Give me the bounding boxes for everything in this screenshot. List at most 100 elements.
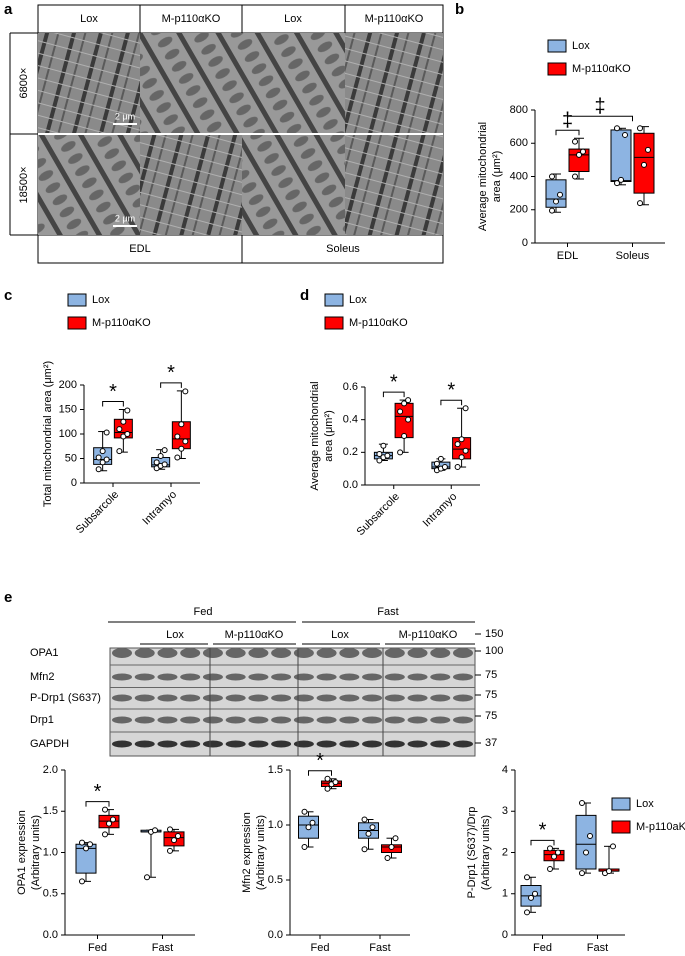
data-point bbox=[401, 433, 408, 439]
x-tick-label: Subsarcole bbox=[355, 491, 402, 538]
legend-label: Lox bbox=[636, 798, 654, 810]
blot-band bbox=[225, 648, 246, 658]
blot-band bbox=[339, 740, 360, 748]
data-point bbox=[161, 461, 168, 468]
legend-label: M-p110αKO bbox=[349, 317, 408, 329]
blot-band bbox=[430, 740, 451, 748]
data-point bbox=[79, 878, 85, 885]
y-tick-label: 400 bbox=[510, 170, 528, 182]
significance-bracket bbox=[102, 401, 124, 407]
data-point bbox=[95, 454, 102, 461]
data-point bbox=[441, 464, 448, 471]
y-axis-label: (Arbitrary units) bbox=[255, 815, 267, 890]
data-point bbox=[528, 894, 534, 901]
blot-band bbox=[407, 694, 428, 702]
data-point bbox=[174, 454, 181, 461]
y-axis-label: area (μm²) bbox=[491, 151, 503, 203]
y-tick-label: 1.5 bbox=[268, 764, 283, 776]
y-axis-label: (Arbitrary units) bbox=[30, 815, 42, 890]
data-point bbox=[610, 843, 616, 850]
micrograph bbox=[38, 33, 140, 134]
blot-band bbox=[225, 740, 246, 748]
y-tick-label: 2 bbox=[502, 846, 508, 858]
y-axis-label: OPA1 expression bbox=[16, 810, 28, 895]
blot-band bbox=[430, 673, 451, 681]
blot-band bbox=[271, 694, 292, 702]
blot-band bbox=[316, 673, 337, 681]
y-axis-label: Mfn2 expression bbox=[241, 812, 253, 893]
mw-marker: 100 bbox=[485, 645, 503, 657]
data-point bbox=[641, 161, 647, 168]
significance-mark: * bbox=[94, 781, 102, 803]
data-point bbox=[103, 429, 110, 436]
blot-band bbox=[407, 740, 428, 748]
blot-band bbox=[225, 716, 246, 724]
data-point bbox=[144, 874, 150, 881]
y-axis-label: (Arbitrary units) bbox=[480, 815, 492, 890]
blot-band bbox=[453, 716, 473, 724]
blot-image bbox=[109, 647, 476, 757]
x-tick-label: Fed bbox=[533, 942, 552, 954]
y-tick-label: 50 bbox=[65, 452, 77, 464]
data-point bbox=[622, 131, 628, 138]
data-point bbox=[547, 866, 553, 872]
data-point bbox=[301, 808, 308, 815]
legend-swatch bbox=[67, 316, 87, 330]
x-tick-label: Fast bbox=[369, 942, 390, 954]
data-point bbox=[462, 447, 469, 454]
data-point bbox=[384, 855, 391, 861]
x-tick-label: Fast bbox=[587, 942, 608, 954]
legend-swatch bbox=[324, 316, 344, 330]
data-point bbox=[99, 448, 106, 455]
x-tick-label: EDL bbox=[557, 250, 578, 262]
legend-label: Lox bbox=[92, 294, 110, 306]
x-tick-label: Subsarcole bbox=[74, 489, 121, 536]
y-axis-label: Average mitochondrial bbox=[477, 122, 489, 231]
column-label: Lox bbox=[80, 13, 98, 25]
data-point bbox=[305, 824, 312, 831]
blot-band bbox=[362, 673, 383, 681]
legend-label: M-p110αKO bbox=[92, 317, 151, 329]
group-label: EDL bbox=[129, 243, 150, 255]
blot-band bbox=[134, 648, 155, 658]
blot-band bbox=[202, 673, 223, 681]
genotype-label: M-p110αKO bbox=[225, 629, 284, 641]
blot-band bbox=[202, 740, 223, 748]
data-point bbox=[182, 388, 189, 395]
data-point bbox=[182, 438, 189, 445]
condition-label: Fast bbox=[377, 606, 398, 618]
data-point bbox=[551, 853, 557, 860]
blot-band bbox=[384, 673, 405, 681]
y-tick-label: 0.0 bbox=[343, 479, 358, 491]
data-point bbox=[397, 449, 404, 456]
blot-band bbox=[180, 694, 201, 702]
condition-label: Fed bbox=[194, 606, 213, 618]
significance-bracket bbox=[555, 129, 580, 136]
blot-band bbox=[157, 740, 178, 748]
significance-bracket bbox=[382, 391, 405, 398]
mw-marker: 75 bbox=[485, 710, 497, 722]
blot-band bbox=[453, 648, 473, 658]
blot-band bbox=[180, 740, 201, 748]
legend-swatch bbox=[67, 293, 87, 307]
protein-label: P-Drp1 (S637) bbox=[30, 692, 101, 704]
data-point bbox=[102, 831, 108, 838]
legend-swatch bbox=[324, 293, 344, 307]
x-tick-label: Soleus bbox=[616, 250, 650, 262]
blot-band bbox=[384, 740, 405, 748]
x-tick-label: Fed bbox=[311, 942, 330, 954]
x-tick-label: Intramyo bbox=[140, 489, 179, 528]
y-axis-label: Average mitochondrial bbox=[309, 381, 321, 490]
blot-band bbox=[293, 648, 314, 658]
data-point bbox=[397, 408, 404, 415]
significance-mark: ‡ bbox=[594, 96, 605, 118]
data-point bbox=[579, 800, 585, 806]
blot-band bbox=[271, 648, 292, 658]
data-point bbox=[405, 416, 412, 423]
blot-band bbox=[134, 694, 155, 702]
genotype-label: Lox bbox=[331, 629, 349, 641]
genotype-label: Lox bbox=[166, 629, 184, 641]
row-label: 18500× bbox=[18, 166, 30, 203]
blot-band bbox=[293, 673, 314, 681]
blot-band bbox=[271, 673, 292, 681]
